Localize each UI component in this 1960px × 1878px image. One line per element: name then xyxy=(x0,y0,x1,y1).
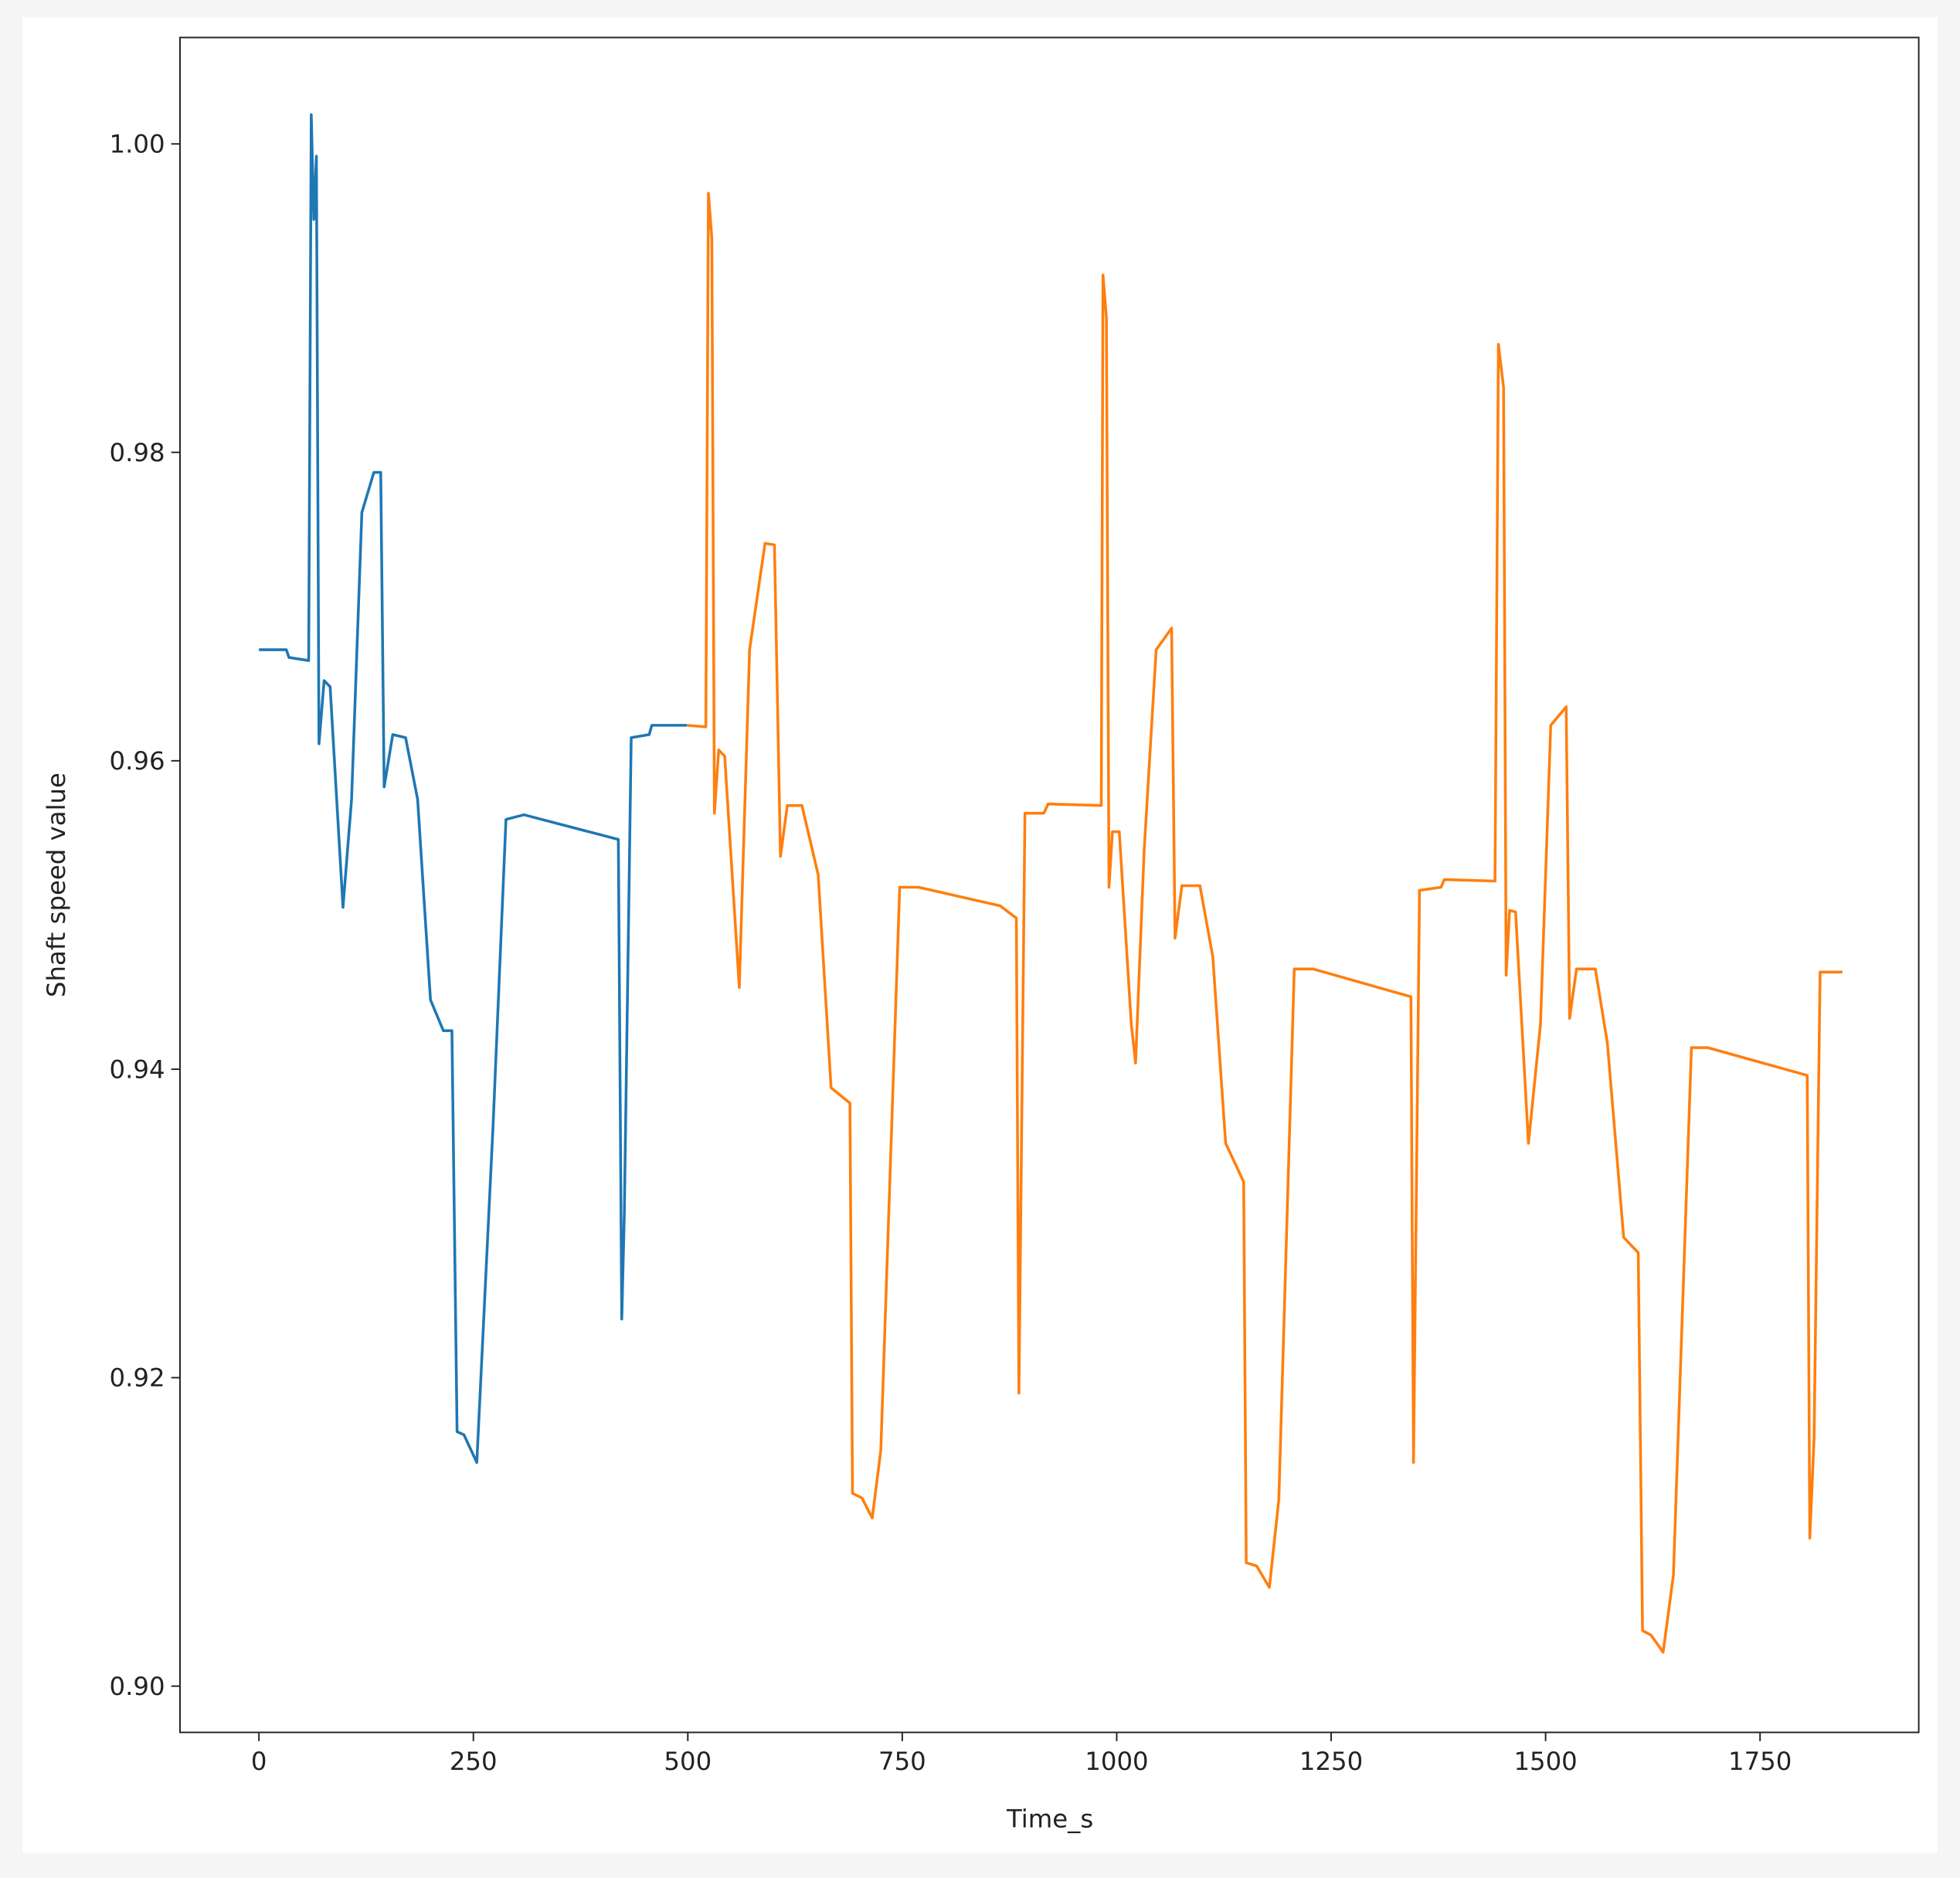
y-tick-label: 0.90 xyxy=(110,1672,165,1701)
x-tick-label: 750 xyxy=(878,1747,926,1776)
line-series xyxy=(687,192,1843,1654)
figure-background xyxy=(22,17,1938,1854)
plot-frame xyxy=(179,36,1920,1734)
y-tick-label: 0.92 xyxy=(110,1364,165,1393)
x-tick-label: 1750 xyxy=(1728,1747,1792,1776)
y-tick-label: 0.98 xyxy=(110,438,165,467)
x-tick-label: 500 xyxy=(664,1747,712,1776)
x-tick-label: 1000 xyxy=(1085,1747,1148,1776)
x-tick-label: 1250 xyxy=(1299,1747,1363,1776)
x-axis-label: Time_s xyxy=(1006,1804,1093,1833)
x-tick-label: 250 xyxy=(450,1747,498,1776)
y-tick-label: 1.00 xyxy=(110,130,165,159)
y-tick-label: 0.96 xyxy=(110,746,165,776)
x-tick-label: 0 xyxy=(251,1747,267,1776)
y-axis-label: Shaft speed value xyxy=(42,773,71,997)
y-tick-label: 0.94 xyxy=(110,1054,165,1084)
x-tick-label: 1500 xyxy=(1513,1747,1577,1776)
line-series xyxy=(259,113,688,1464)
